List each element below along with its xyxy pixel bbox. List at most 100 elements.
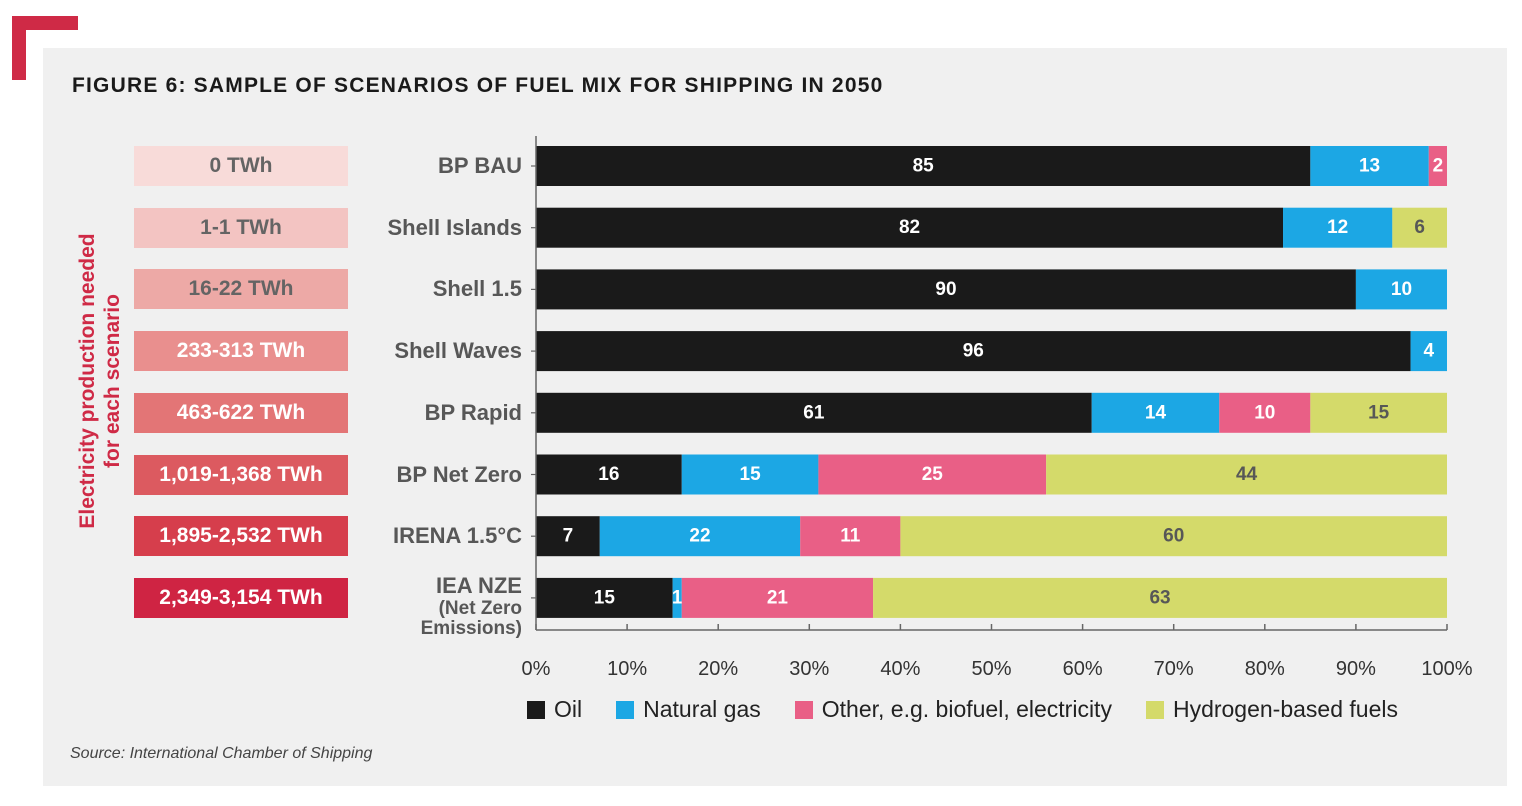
electricity-box: 463-622 TWh <box>134 392 348 433</box>
x-tick-label: 100% <box>1421 658 1472 680</box>
bar-segment <box>681 454 819 495</box>
corner-accent-horizontal <box>12 16 78 30</box>
legend-item-natural-gas: Natural gas <box>616 696 761 723</box>
bar-segment <box>536 269 1356 310</box>
legend-label-hydrogen: Hydrogen-based fuels <box>1172 696 1398 722</box>
scenario-label: Shell 1.5 <box>262 276 522 302</box>
bar-segment <box>536 516 600 557</box>
bar-segment <box>1392 207 1447 248</box>
x-tick-label: 80% <box>1245 658 1285 680</box>
data-label: 1 <box>672 587 683 608</box>
scenario-label: BP Net Zero <box>262 462 522 488</box>
scenario-name: BP Rapid <box>424 399 522 425</box>
x-tick-label: 20% <box>698 658 738 680</box>
data-label: 2 <box>1433 156 1444 177</box>
electricity-box: 0 TWh <box>134 146 348 186</box>
bar-segment <box>599 516 801 557</box>
bar-segment <box>1428 146 1447 186</box>
scenario-name: IRENA 1.5°C <box>392 523 522 549</box>
scenario-name: BP BAU <box>438 153 522 178</box>
data-label: 90 <box>935 279 956 300</box>
bar-segment <box>1410 331 1447 372</box>
legend-item-other: Other, e.g. biofuel, electricity <box>794 696 1112 723</box>
legend: Oil Natural gas Other, e.g. biofuel, ele… <box>527 696 1398 723</box>
data-label: 15 <box>594 587 616 608</box>
legend-swatch-other <box>794 700 813 719</box>
x-tick-label: 30% <box>789 658 829 680</box>
bar-segment <box>1355 269 1447 310</box>
data-label: 16 <box>598 464 619 485</box>
data-label: 15 <box>740 464 762 485</box>
data-label: 4 <box>1423 341 1434 362</box>
bar-segment <box>873 577 1447 618</box>
data-label: 10 <box>1391 279 1412 300</box>
electricity-box: 16-22 TWh <box>134 269 348 310</box>
figure-title: FIGURE 6: SAMPLE OF SCENARIOS OF FUEL MI… <box>72 74 884 97</box>
legend-label-other: Other, e.g. biofuel, electricity <box>821 696 1112 722</box>
bar-segment <box>1283 207 1393 248</box>
x-tick-label: 50% <box>971 658 1011 680</box>
data-label: 11 <box>840 526 861 547</box>
legend-swatch-oil <box>527 700 545 719</box>
scenario-name: BP Net Zero <box>396 461 522 487</box>
bar-segment <box>536 392 1092 433</box>
scenario-label: Shell Waves <box>262 338 522 364</box>
data-label: 7 <box>563 526 574 547</box>
bar-segment <box>536 207 1284 248</box>
electricity-box: 233-313 TWh <box>134 331 348 372</box>
bar-segment <box>1310 146 1429 186</box>
data-label: 15 <box>1368 402 1390 423</box>
scenario-label: Shell Islands <box>262 214 523 241</box>
data-label: 6 <box>1414 217 1425 238</box>
scenario-name: Shell 1.5 <box>432 276 522 302</box>
scenario-label: BP BAU <box>262 153 522 179</box>
scenario-name: IEA NZE <box>436 572 522 598</box>
bar-segment <box>681 577 874 618</box>
legend-label-oil: Oil <box>554 696 583 722</box>
data-label: 12 <box>1327 217 1348 238</box>
data-label: 85 <box>913 156 935 177</box>
scenario-subtitle: (Net Zero Emissions) <box>420 597 522 639</box>
x-tick-label: 70% <box>1154 658 1194 680</box>
data-label: 21 <box>767 587 789 608</box>
bar-segment <box>800 516 901 557</box>
scenario-label: BP Rapid <box>262 400 522 426</box>
bar-segment <box>536 146 1311 186</box>
data-label: 61 <box>803 402 825 423</box>
data-label: 14 <box>1145 402 1167 423</box>
data-label: 22 <box>689 526 710 547</box>
scenario-name: Shell Islands <box>387 214 523 240</box>
electricity-box: 1,895-2,532 TWh <box>134 516 348 557</box>
bar-segment <box>536 454 682 495</box>
x-tick-label: 40% <box>880 658 920 680</box>
electricity-box: 2,349-3,154 TWh <box>134 577 348 618</box>
data-label: 82 <box>899 217 920 238</box>
data-label: 60 <box>1163 526 1184 547</box>
x-tick-label: 0% <box>522 658 551 680</box>
x-tick-label: 60% <box>1063 658 1103 680</box>
bar-segment <box>1046 454 1447 495</box>
bar-segment <box>672 577 682 618</box>
scenario-label: IRENA 1.5°C <box>262 523 522 549</box>
corner-accent-vertical <box>12 16 26 80</box>
bar-segment <box>818 454 1047 495</box>
data-label: 10 <box>1254 402 1275 423</box>
legend-swatch-hydrogen <box>1145 700 1164 719</box>
legend-item-hydrogen: Hydrogen-based fuels <box>1145 696 1398 723</box>
bar-segment <box>1091 392 1220 433</box>
bar-segment <box>536 577 673 618</box>
data-label: 44 <box>1236 464 1258 485</box>
bar-segment <box>900 516 1447 557</box>
scenario-label: IEA NZE (Net Zero Emissions) <box>262 573 522 639</box>
scenario-name: Shell Waves <box>394 338 522 364</box>
bar-segment <box>1310 392 1447 433</box>
legend-item-oil: Oil <box>527 696 582 723</box>
bar-segment <box>536 331 1411 372</box>
bar-segment <box>1219 392 1311 433</box>
data-label: 25 <box>922 464 944 485</box>
x-tick-label: 10% <box>607 658 647 680</box>
data-label: 63 <box>1149 587 1170 608</box>
legend-swatch-natural-gas <box>616 700 635 719</box>
data-label: 13 <box>1359 156 1380 177</box>
